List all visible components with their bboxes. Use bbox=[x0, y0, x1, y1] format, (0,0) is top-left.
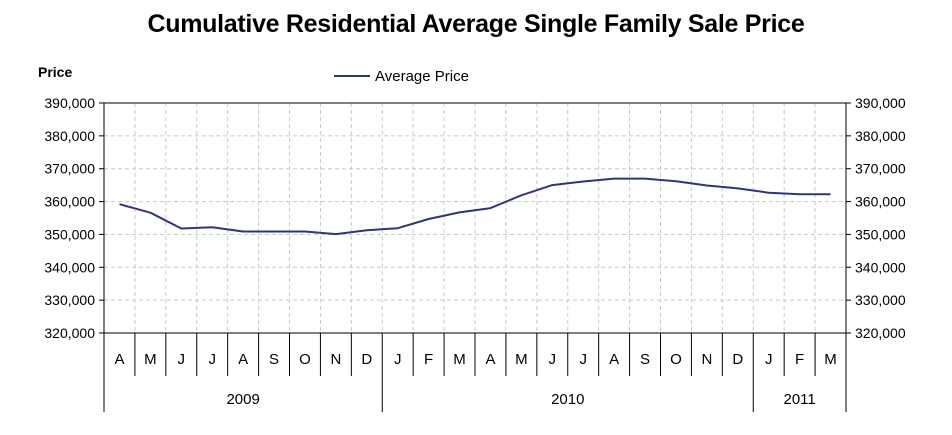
x-tick-label: D bbox=[361, 351, 372, 368]
x-tick-label: M bbox=[453, 351, 466, 368]
x-tick-label: A bbox=[485, 351, 495, 368]
x-tick-label: N bbox=[701, 351, 712, 368]
x-tick-label: J bbox=[765, 351, 773, 368]
x-tick-label: M bbox=[824, 351, 837, 368]
y-tick-label-right: 340,000 bbox=[855, 259, 906, 275]
x-tick-label: A bbox=[238, 351, 248, 368]
y-tick-label-left: 340,000 bbox=[44, 259, 95, 275]
y-tick-label-left: 380,000 bbox=[44, 128, 95, 144]
y-tick-label-left: 390,000 bbox=[44, 95, 95, 111]
y-tick-label-right: 390,000 bbox=[855, 95, 906, 111]
y-tick-label-left: 370,000 bbox=[44, 161, 95, 177]
y-axis-label: Price bbox=[38, 64, 73, 80]
x-tick-label: D bbox=[732, 351, 743, 368]
legend-label: Average Price bbox=[375, 67, 469, 85]
y-tick-label-right: 360,000 bbox=[855, 194, 906, 210]
x-tick-label: A bbox=[609, 351, 619, 368]
x-tick-label: F bbox=[795, 351, 804, 368]
x-tick-label: S bbox=[269, 351, 279, 368]
year-label: 2009 bbox=[226, 391, 259, 408]
x-tick-label: J bbox=[549, 351, 557, 368]
year-label: 2011 bbox=[783, 391, 815, 408]
x-tick-label: J bbox=[394, 351, 402, 368]
y-tick-label-right: 380,000 bbox=[855, 128, 906, 144]
x-tick-label: M bbox=[515, 351, 528, 368]
y-tick-label-right: 370,000 bbox=[855, 161, 906, 177]
x-tick-label: A bbox=[114, 351, 124, 368]
y-tick-label-left: 350,000 bbox=[44, 226, 95, 242]
x-tick-label: J bbox=[208, 351, 216, 368]
x-tick-label: S bbox=[640, 351, 650, 368]
chart-title: Cumulative Residential Average Single Fa… bbox=[147, 10, 805, 38]
y-tick-label-left: 320,000 bbox=[44, 325, 95, 341]
y-tick-label-right: 320,000 bbox=[855, 325, 906, 341]
x-tick-label: N bbox=[330, 351, 341, 368]
legend-swatch bbox=[334, 75, 370, 77]
year-label: 2010 bbox=[551, 391, 584, 408]
x-tick-label: O bbox=[299, 351, 311, 368]
y-tick-label-left: 330,000 bbox=[44, 292, 95, 308]
legend: Average Price bbox=[334, 67, 469, 85]
series-line-average-price bbox=[119, 177, 831, 236]
x-tick-label: O bbox=[670, 351, 682, 368]
x-tick-label: J bbox=[579, 351, 587, 368]
y-tick-label-right: 330,000 bbox=[855, 292, 906, 308]
y-tick-label-left: 360,000 bbox=[44, 194, 95, 210]
x-tick-label: M bbox=[144, 351, 157, 368]
x-tick-label: F bbox=[424, 351, 433, 368]
x-tick-label: J bbox=[178, 351, 186, 368]
y-tick-label-right: 350,000 bbox=[855, 226, 906, 242]
